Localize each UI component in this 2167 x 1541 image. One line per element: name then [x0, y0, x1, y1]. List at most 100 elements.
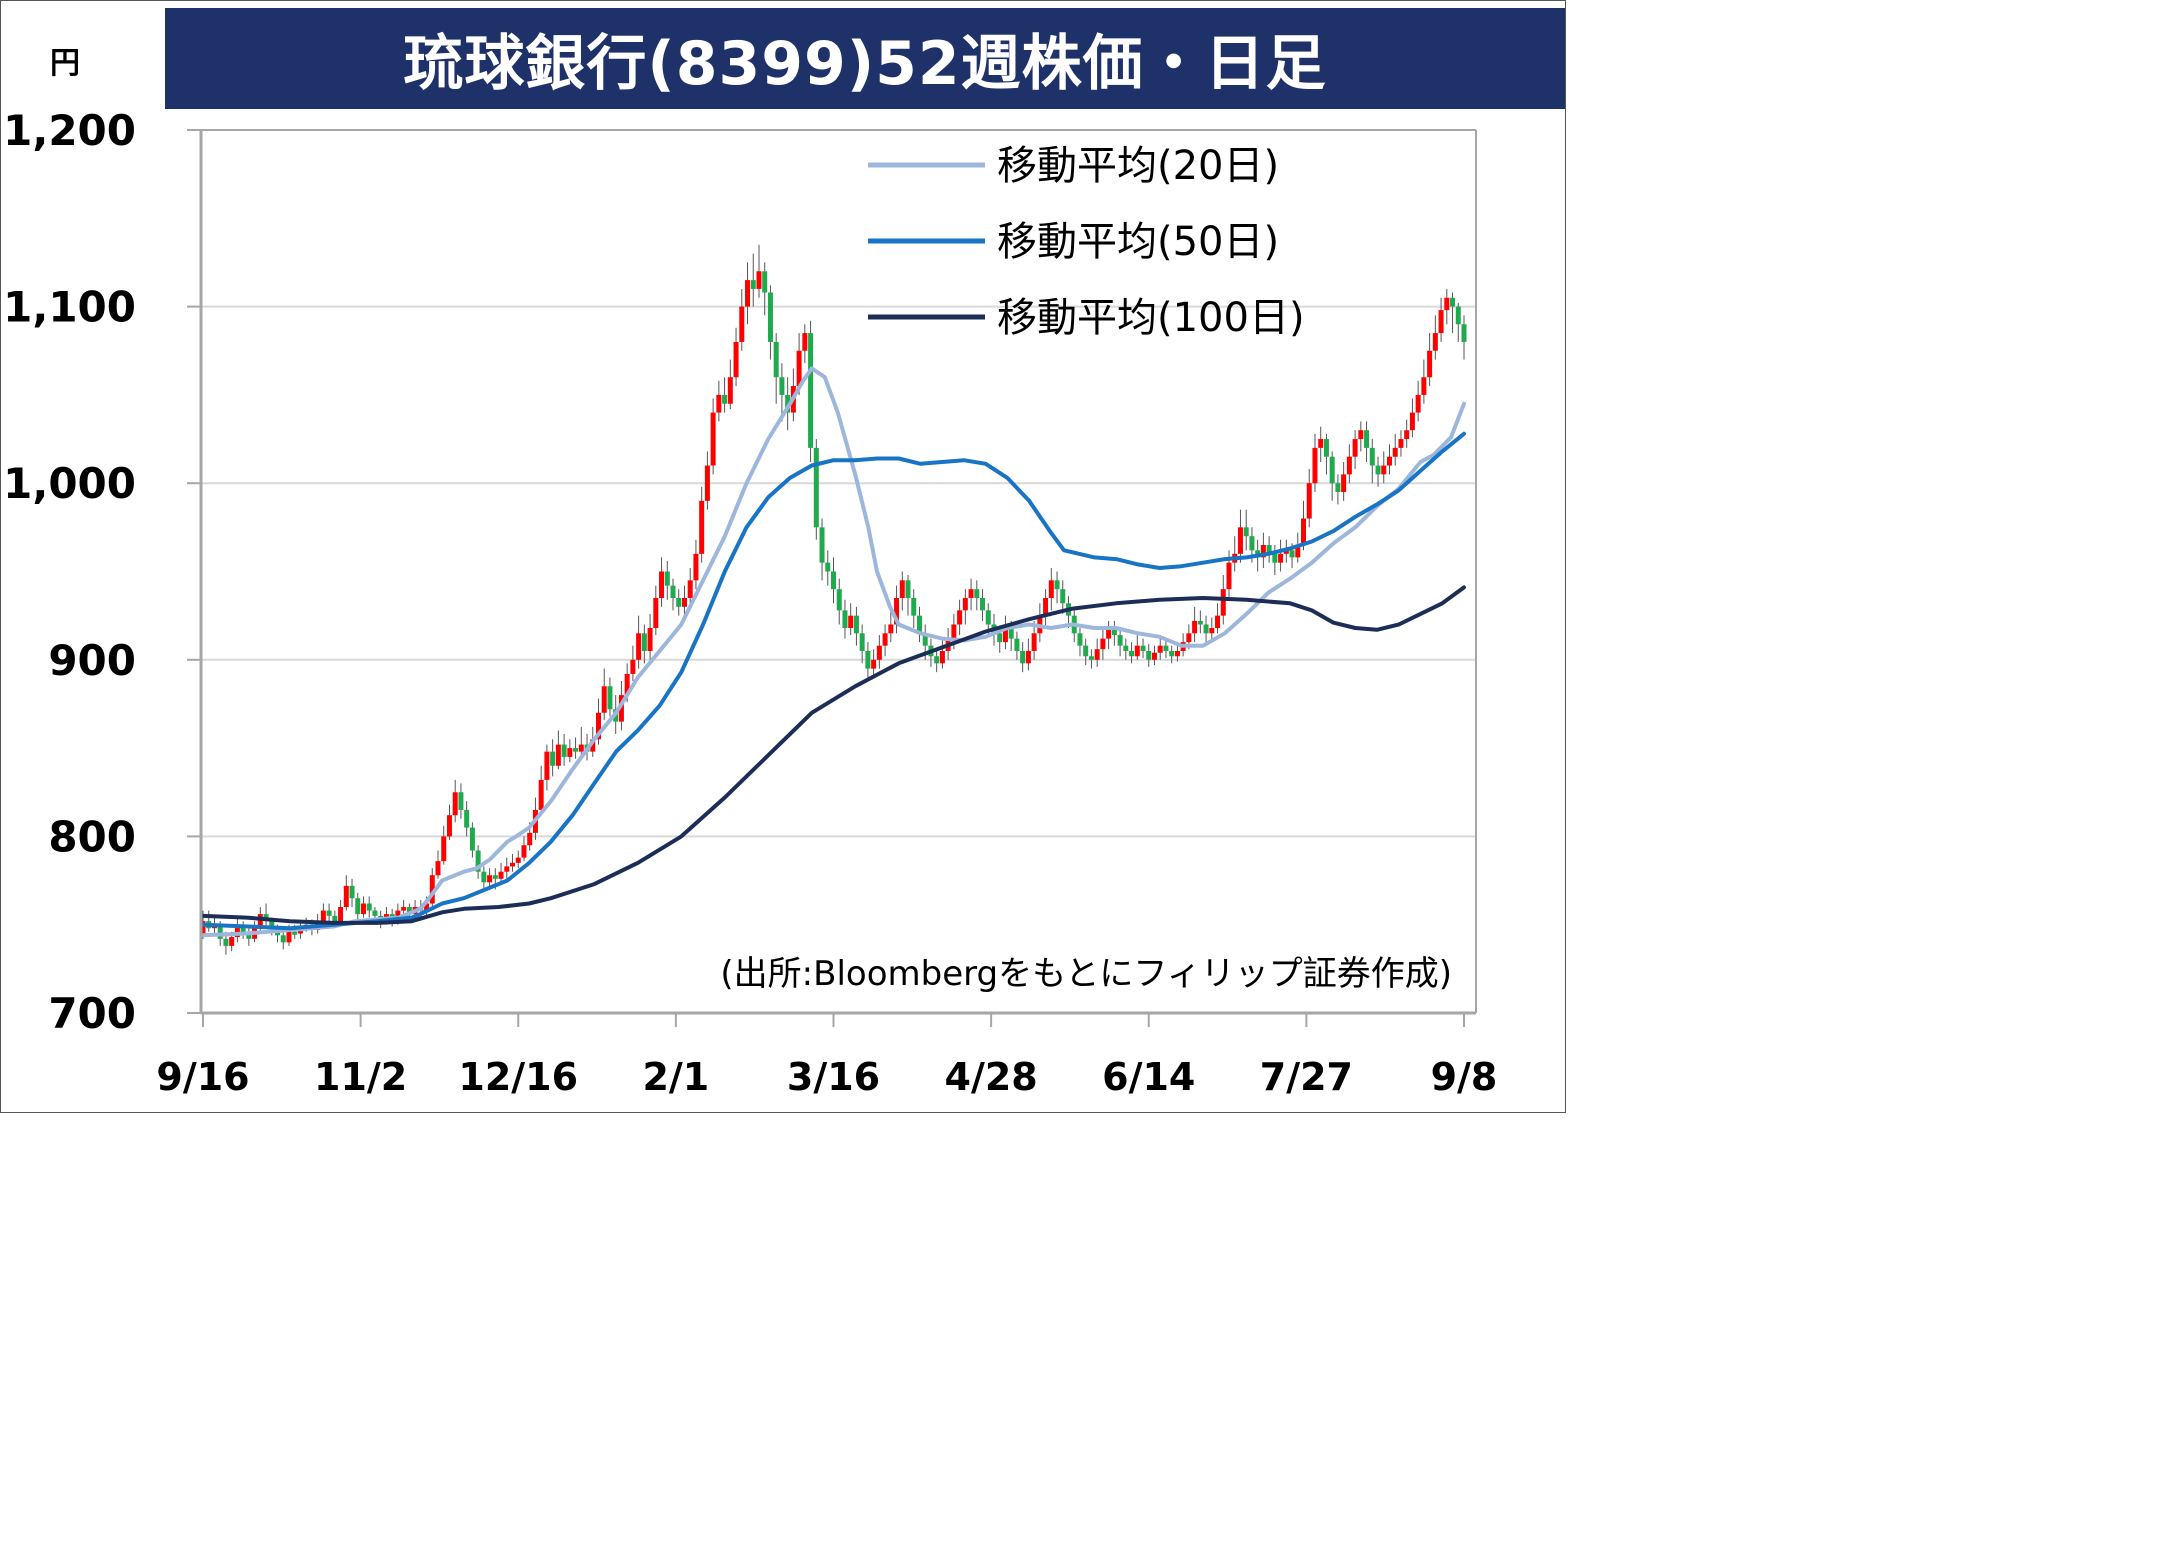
- candle-body: [1209, 628, 1215, 634]
- y-tick-label: 1,000: [3, 459, 136, 508]
- candle-body: [1192, 620, 1198, 634]
- gridlines: [201, 129, 1476, 838]
- candle-body: [607, 686, 613, 710]
- candle-body: [1278, 553, 1284, 563]
- candle-body: [504, 866, 510, 872]
- candle-body: [934, 656, 940, 664]
- series-line: [201, 366, 1466, 938]
- candle-body: [515, 857, 521, 863]
- y-tick-label: 900: [48, 636, 136, 685]
- candle-body: [1163, 645, 1169, 651]
- x-tick-label: 9/16: [156, 1055, 249, 1099]
- candle-body: [819, 527, 825, 563]
- candle-body: [355, 898, 361, 915]
- candle-body: [1060, 589, 1066, 604]
- candle-body: [957, 610, 963, 625]
- y-axis-ticks: 700 800 900 1,000 1,100 1,200: [3, 106, 201, 1038]
- legend: 移動平均(20日) 移動平均(50日) 移動平均(100日): [868, 143, 1305, 341]
- candle-body: [980, 597, 986, 611]
- candle-body: [1140, 645, 1146, 651]
- candle-body: [429, 875, 435, 904]
- candle-body: [618, 695, 624, 722]
- chart-svg: 700 800 900 1,000 1,100 1,200 9/16 11/2 12/16 2/…: [3, 106, 1497, 1099]
- candle-body: [1364, 430, 1370, 448]
- axes: [199, 129, 1477, 1015]
- candle-body: [1432, 333, 1438, 351]
- candle-body: [859, 633, 865, 651]
- candle-body: [693, 553, 699, 581]
- candle-body: [796, 350, 802, 387]
- candle-body: [1301, 518, 1307, 546]
- candle-body: [269, 921, 275, 929]
- candle-body: [825, 562, 831, 572]
- candle-body: [464, 809, 470, 828]
- candlesticks: [200, 244, 1467, 955]
- legend-label: 移動平均(100日): [997, 295, 1305, 341]
- x-tick-label: 12/16: [458, 1055, 578, 1099]
- candle-body: [1341, 474, 1347, 493]
- candle-body: [401, 907, 407, 911]
- x-tick-label: 2/1: [642, 1055, 709, 1099]
- candle-body: [590, 739, 596, 752]
- candle-body: [498, 871, 504, 879]
- candle-body: [1346, 456, 1352, 475]
- candle-body: [1444, 297, 1450, 311]
- candle-body: [1455, 306, 1461, 325]
- candle-body: [458, 792, 464, 810]
- candle-body: [435, 861, 441, 876]
- candle-body: [550, 751, 556, 766]
- candle-body: [1157, 645, 1163, 653]
- candle-body: [246, 933, 252, 939]
- candle-body: [865, 650, 871, 669]
- candle-body: [1318, 439, 1324, 448]
- candle-body: [831, 571, 836, 590]
- candle-body: [217, 924, 223, 939]
- candle-body: [424, 903, 430, 911]
- y-axis-unit-label: 円: [50, 46, 80, 81]
- candle-body: [320, 910, 326, 922]
- y-tick-label: 1,200: [3, 106, 136, 155]
- candle-body: [1077, 633, 1083, 646]
- candle-body: [1392, 447, 1398, 457]
- legend-label: 移動平均(20日): [997, 143, 1279, 189]
- candle-body: [848, 615, 854, 629]
- y-tick-label: 800: [48, 812, 136, 861]
- candle-body: [1117, 635, 1123, 646]
- legend-label: 移動平均(50日): [997, 219, 1279, 265]
- candle-body: [338, 907, 344, 922]
- candle-body: [1352, 439, 1358, 457]
- candle-body: [1174, 650, 1180, 657]
- candle-body: [905, 580, 911, 598]
- x-axis-ticks: 9/16 11/2 12/16 2/1 3/16 4/28 6/14 7/27 9/8: [156, 1013, 1497, 1099]
- candle-body: [1386, 456, 1392, 466]
- candle-body: [1266, 545, 1272, 554]
- candle-body: [997, 633, 1003, 643]
- candle-body: [664, 571, 670, 586]
- candle-body: [1427, 350, 1433, 378]
- candle-body: [762, 271, 768, 293]
- candle-body: [882, 633, 888, 646]
- candle-body: [1369, 447, 1375, 466]
- candle-body: [481, 871, 487, 883]
- candle-body: [1186, 633, 1192, 643]
- candle-body: [1237, 527, 1243, 554]
- candle-body: [1409, 412, 1415, 431]
- candle-body: [722, 394, 728, 404]
- candle-body: [1123, 645, 1129, 651]
- candle-body: [492, 875, 498, 879]
- candle-body: [842, 610, 848, 629]
- candle-body: [538, 779, 544, 810]
- candle-body: [1203, 624, 1209, 634]
- candle-body: [1043, 597, 1049, 616]
- candle-body: [1461, 324, 1467, 342]
- candle-body: [1151, 652, 1157, 660]
- x-tick-label: 7/27: [1260, 1055, 1353, 1099]
- candle-body: [962, 597, 968, 611]
- candle-body: [704, 465, 710, 501]
- candle-body: [876, 645, 882, 660]
- candle-body: [1014, 638, 1020, 651]
- candle-body: [360, 903, 366, 915]
- candle-body: [802, 333, 808, 351]
- candle-body: [647, 628, 653, 651]
- candle-body: [779, 377, 785, 395]
